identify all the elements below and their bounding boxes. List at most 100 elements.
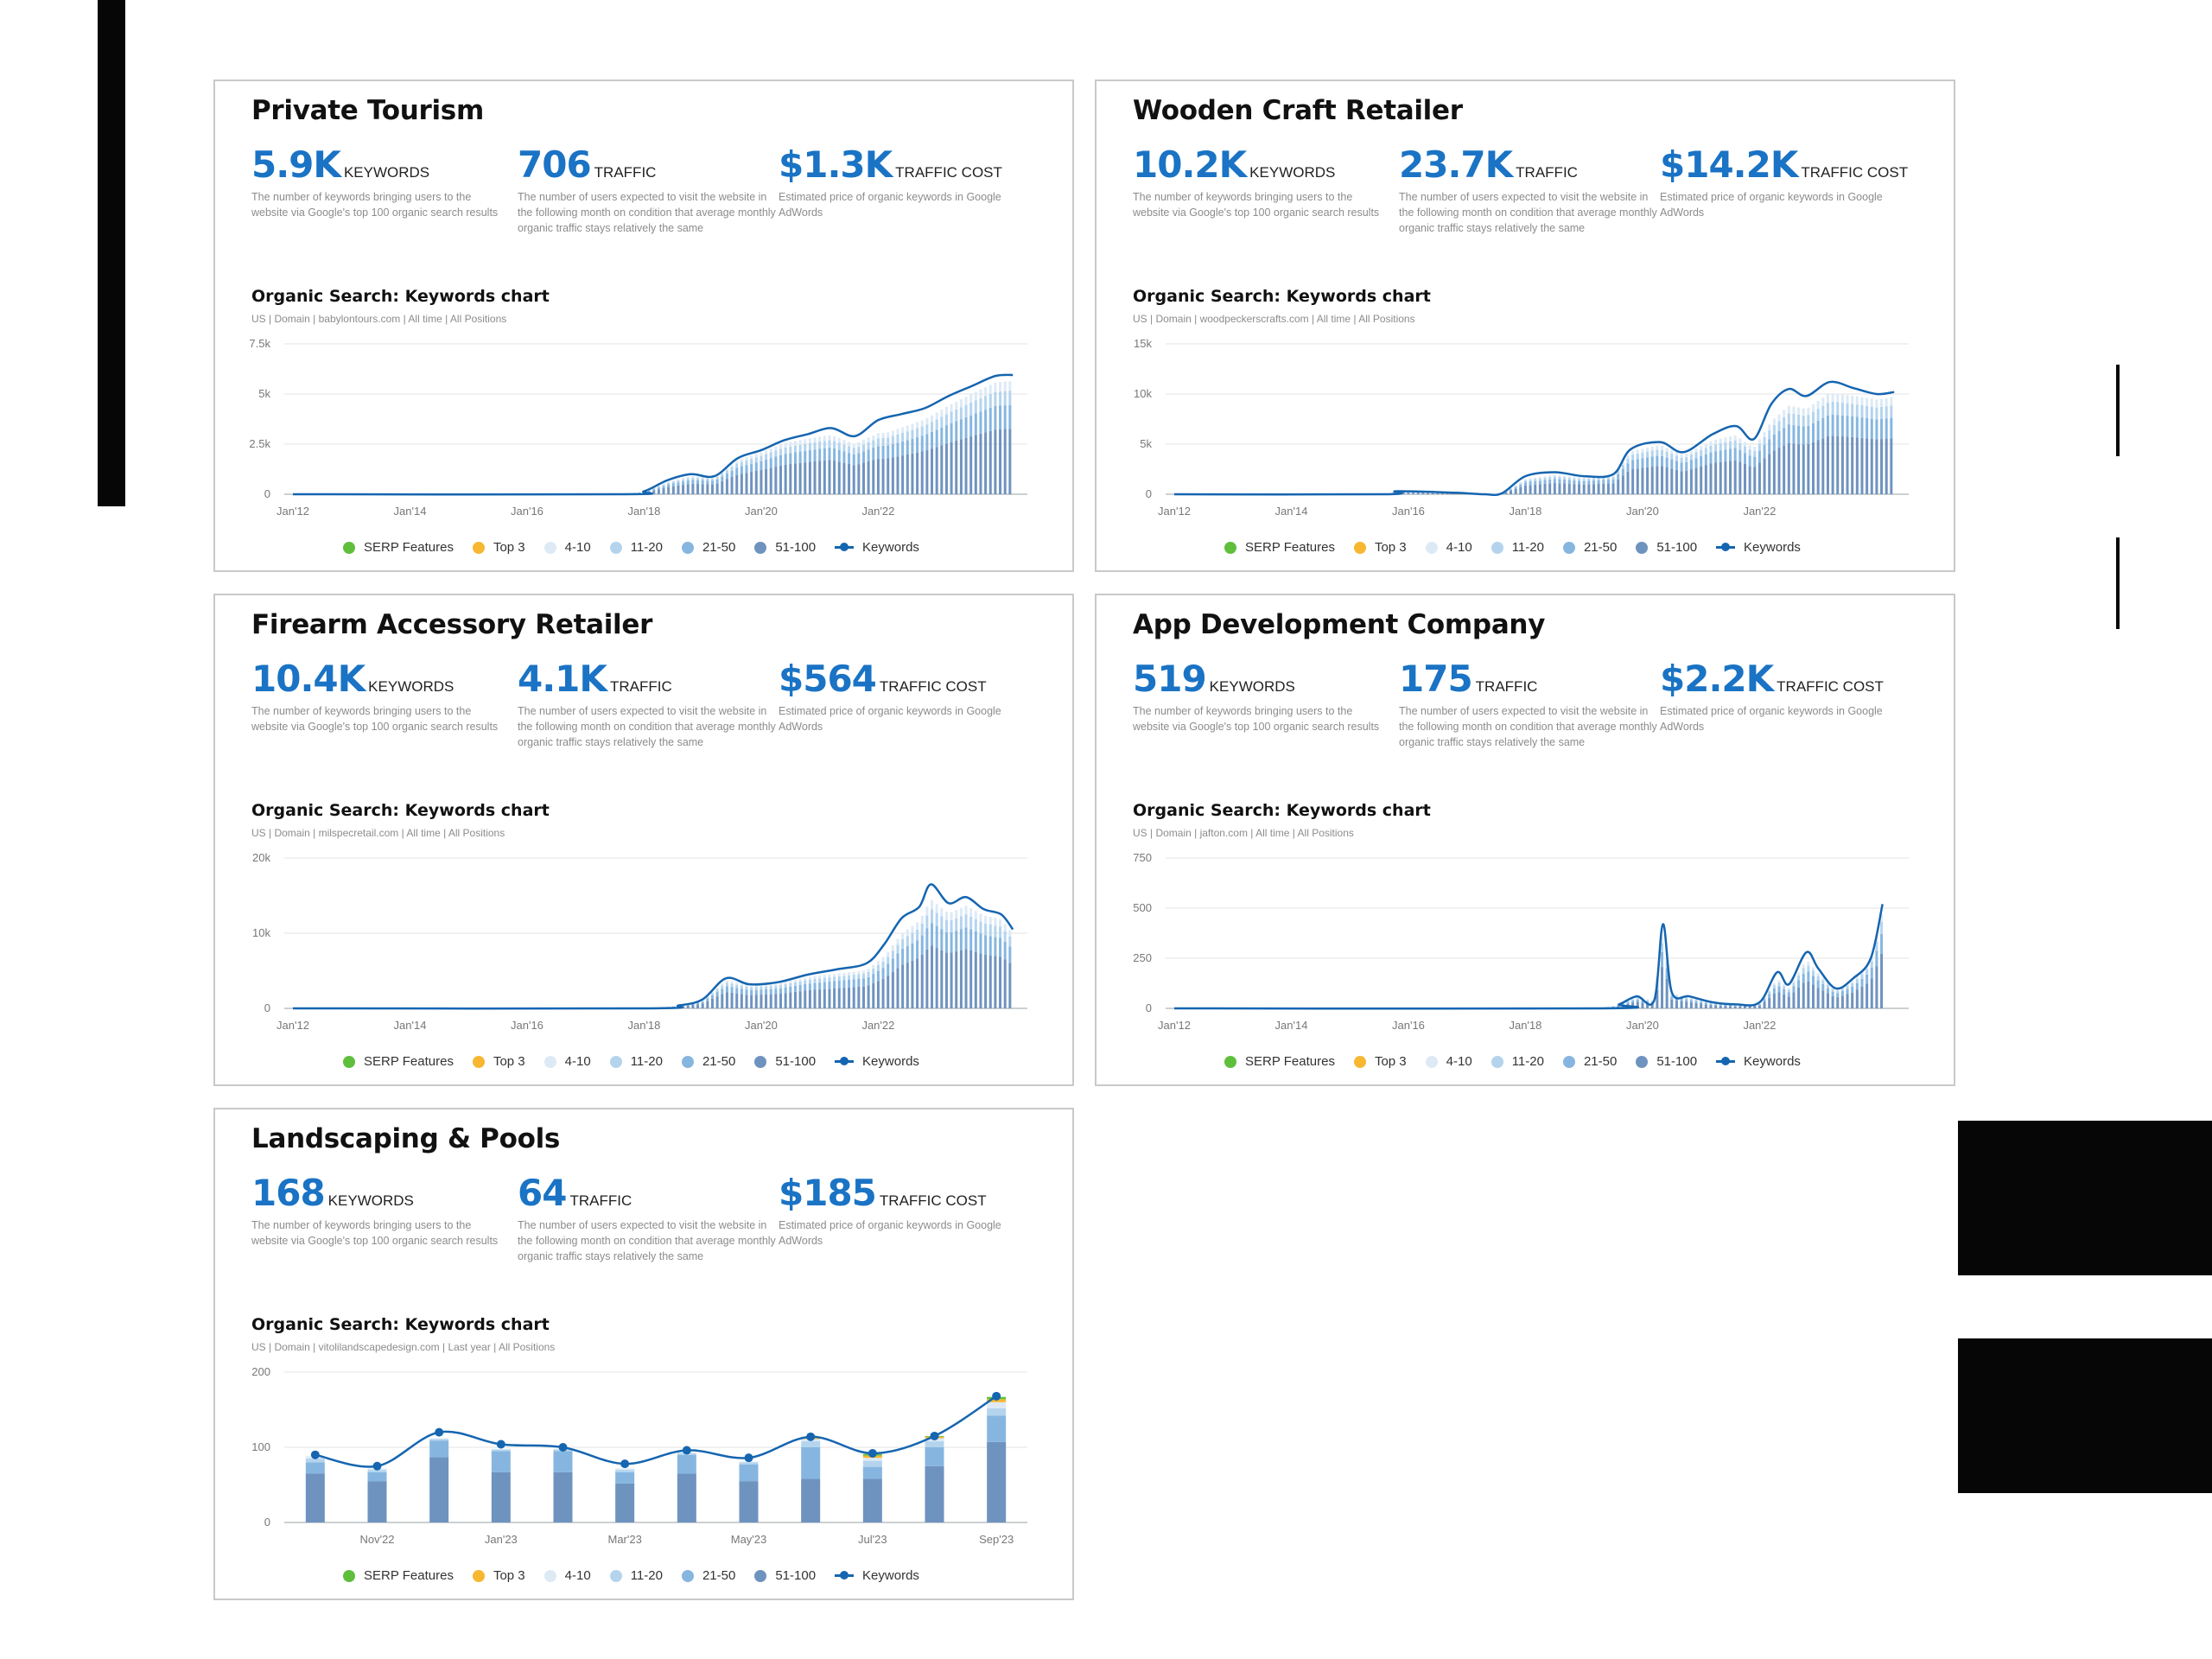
bar-segment[interactable] xyxy=(862,1458,882,1461)
bar-segment[interactable] xyxy=(305,1462,325,1474)
bar-segment[interactable] xyxy=(739,1462,759,1465)
legend-item[interactable]: 21-50 xyxy=(681,1568,735,1583)
legend-item[interactable]: 51-100 xyxy=(1636,540,1697,555)
bar-segment[interactable] xyxy=(553,1471,573,1522)
bar-segment[interactable] xyxy=(367,1471,387,1482)
keywords-point[interactable] xyxy=(868,1448,877,1458)
bar-segment[interactable] xyxy=(429,1439,449,1441)
legend-item[interactable]: 51-100 xyxy=(754,1054,816,1069)
bar-segment[interactable] xyxy=(801,1441,821,1447)
legend-item[interactable]: 4-10 xyxy=(1425,540,1472,555)
bar-segment[interactable] xyxy=(677,1454,696,1474)
bar-segment xyxy=(735,461,739,464)
bar-segment xyxy=(1816,420,1820,441)
bar-segment xyxy=(1656,449,1659,456)
keywords-point[interactable] xyxy=(620,1459,630,1469)
bar-segment[interactable] xyxy=(491,1448,511,1450)
legend-item[interactable]: 4-10 xyxy=(543,1568,591,1583)
keywords-point[interactable] xyxy=(372,1461,382,1471)
bar-segment[interactable] xyxy=(987,1402,1007,1408)
bar-segment[interactable] xyxy=(925,1441,944,1447)
legend-item[interactable]: SERP Features xyxy=(1224,1054,1335,1069)
bar-segment xyxy=(774,988,778,995)
bar-segment[interactable] xyxy=(615,1483,635,1522)
legend-item[interactable]: SERP Features xyxy=(1224,540,1335,555)
keywords-point[interactable] xyxy=(992,1391,1001,1401)
bar-segment[interactable] xyxy=(305,1459,325,1463)
bar-segment[interactable] xyxy=(429,1440,449,1458)
legend-item[interactable]: 11-20 xyxy=(1491,1054,1544,1069)
legend-item[interactable]: Top 3 xyxy=(1353,540,1407,555)
keywords-point[interactable] xyxy=(496,1440,505,1449)
legend-item[interactable]: Top 3 xyxy=(472,1054,525,1069)
bar-segment[interactable] xyxy=(987,1415,1007,1442)
legend-item[interactable]: 11-20 xyxy=(609,1568,663,1583)
bar-segment[interactable] xyxy=(491,1471,511,1522)
bar-segment[interactable] xyxy=(429,1438,449,1440)
bar-segment[interactable] xyxy=(925,1447,944,1466)
legend-item[interactable]: 21-50 xyxy=(1562,1054,1617,1069)
bar-segment[interactable] xyxy=(862,1466,882,1479)
bar-segment xyxy=(1631,450,1635,455)
legend-item[interactable]: 4-10 xyxy=(1425,1054,1472,1069)
bar-segment[interactable] xyxy=(615,1471,635,1484)
bar-segment[interactable] xyxy=(801,1478,821,1522)
bar-segment[interactable] xyxy=(862,1478,882,1522)
legend-item[interactable]: 51-100 xyxy=(754,540,816,555)
y-tick-label: 500 xyxy=(1133,901,1152,914)
bar-segment[interactable] xyxy=(305,1473,325,1522)
legend-item[interactable]: 51-100 xyxy=(1636,1054,1697,1069)
legend-item[interactable]: 21-50 xyxy=(1562,540,1617,555)
bar-segment[interactable] xyxy=(862,1460,882,1467)
bar-segment[interactable] xyxy=(739,1481,759,1522)
bar-segment[interactable] xyxy=(367,1481,387,1522)
legend-item[interactable]: 4-10 xyxy=(543,540,591,555)
legend-item[interactable]: 11-20 xyxy=(609,540,663,555)
keywords-point[interactable] xyxy=(744,1453,753,1463)
keywords-point[interactable] xyxy=(682,1446,691,1455)
bar-segment[interactable] xyxy=(677,1473,696,1522)
bar-segment[interactable] xyxy=(801,1447,821,1479)
legend-item[interactable]: Keywords xyxy=(835,1054,919,1069)
bar-segment xyxy=(1816,972,1820,976)
bar-segment[interactable] xyxy=(491,1451,511,1472)
legend-item[interactable]: Keywords xyxy=(835,1568,919,1583)
x-tick-label: Jan'12 xyxy=(1158,505,1191,518)
legend-item[interactable]: Keywords xyxy=(1716,540,1801,555)
legend-item[interactable]: SERP Features xyxy=(343,1568,454,1583)
bar-segment[interactable] xyxy=(739,1465,759,1482)
chart-title: Organic Search: Keywords chart xyxy=(251,1315,550,1334)
legend-item[interactable]: SERP Features xyxy=(343,1054,454,1069)
legend-item[interactable]: SERP Features xyxy=(343,540,454,555)
legend-item[interactable]: 11-20 xyxy=(609,1054,663,1069)
legend-item[interactable]: Top 3 xyxy=(472,1568,525,1583)
bar-segment[interactable] xyxy=(553,1451,573,1472)
bar-segment[interactable] xyxy=(987,1441,1007,1522)
keywords-point[interactable] xyxy=(310,1450,320,1459)
legend-item[interactable]: 4-10 xyxy=(543,1054,591,1069)
legend-item[interactable]: 51-100 xyxy=(754,1568,816,1583)
bar-segment[interactable] xyxy=(615,1470,635,1472)
legend-item[interactable]: Keywords xyxy=(835,540,919,555)
legend-item[interactable]: 21-50 xyxy=(681,1054,735,1069)
bar-segment[interactable] xyxy=(491,1449,511,1452)
bar-segment[interactable] xyxy=(987,1408,1007,1416)
legend-item[interactable]: Top 3 xyxy=(1353,1054,1407,1069)
bar-segment xyxy=(969,436,973,494)
bar-segment[interactable] xyxy=(925,1465,944,1522)
keywords-point[interactable] xyxy=(435,1427,444,1437)
bar-segment[interactable] xyxy=(615,1468,635,1471)
keywords-point[interactable] xyxy=(558,1443,568,1452)
bar-segment[interactable] xyxy=(429,1457,449,1522)
bar-segment[interactable] xyxy=(987,1399,1007,1402)
legend-item[interactable]: Keywords xyxy=(1716,1054,1801,1069)
legend-item[interactable]: Top 3 xyxy=(472,540,525,555)
bar-segment xyxy=(1446,493,1449,494)
bar-segment xyxy=(931,448,934,494)
keywords-point[interactable] xyxy=(930,1431,939,1440)
bar-segment xyxy=(1851,983,1854,988)
bar-segment[interactable] xyxy=(367,1470,387,1472)
legend-item[interactable]: 21-50 xyxy=(681,540,735,555)
keywords-point[interactable] xyxy=(806,1432,816,1441)
legend-item[interactable]: 11-20 xyxy=(1491,540,1544,555)
